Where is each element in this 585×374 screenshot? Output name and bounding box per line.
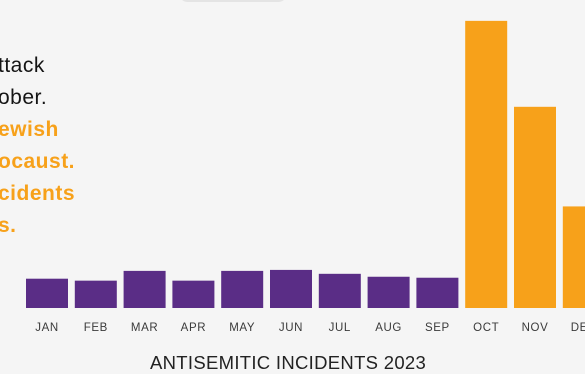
bar-oct [465, 20, 508, 309]
x-tick-label: OCT [473, 322, 499, 334]
x-tick-label: MAY [229, 322, 255, 334]
x-tick-label: SEP [425, 322, 450, 334]
x-tick-label: AUG [375, 322, 402, 334]
x-tick-label: APR [181, 322, 206, 334]
text-line: ttack [0, 54, 45, 77]
x-tick-label: JUL [329, 322, 351, 334]
bar-mar [123, 270, 166, 308]
text-line: ocaust. [0, 150, 76, 173]
x-tick-label: DEC [571, 322, 585, 334]
bar-jan [26, 278, 68, 308]
bar-feb [74, 280, 117, 308]
text-line: ober. [0, 86, 48, 109]
x-tick-label: JUN [279, 322, 303, 334]
x-tick-label: NOV [522, 322, 549, 334]
bar-sep [416, 277, 459, 308]
x-tick-label: MAR [131, 322, 158, 334]
text-line: s. [0, 214, 17, 237]
x-tick-label: JAN [35, 322, 59, 334]
bar-jun [270, 269, 312, 308]
text-line: ewish [0, 118, 59, 141]
decorative-shape [178, 0, 288, 2]
chart-title: ANTISEMITIC INCIDENTS 2023 [150, 352, 427, 373]
bar-apr [172, 280, 215, 308]
bar-nov [514, 106, 556, 308]
bar-dec [562, 206, 585, 308]
x-tick-label: FEB [84, 322, 108, 334]
bar-may [221, 270, 264, 308]
cropped-text-block: ttack ober. ewish ocaust. cidents s. [0, 50, 75, 242]
bar-jul [318, 273, 361, 308]
bar-aug [367, 276, 410, 308]
text-line: cidents [0, 182, 76, 205]
